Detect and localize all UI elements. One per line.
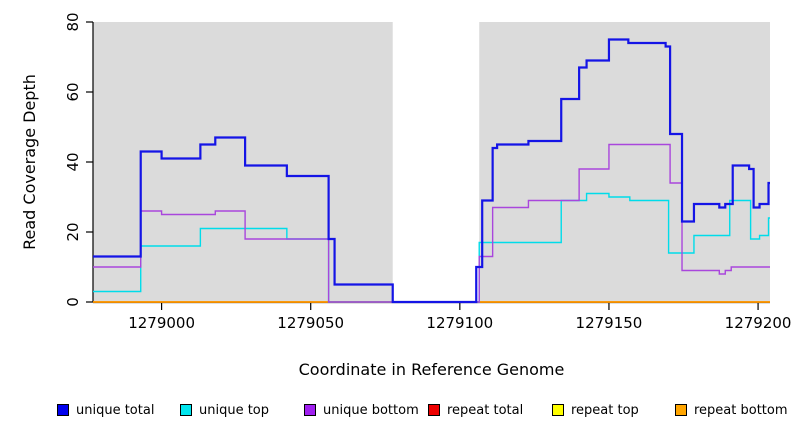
y-tick-label: 20 (64, 222, 82, 241)
legend: unique total unique top unique bottom repea… (0, 401, 792, 425)
series-line-unique-bottom (93, 143, 770, 303)
y-tick-label: 40 (64, 152, 82, 171)
x-tick-label: 1279000 (128, 314, 195, 332)
legend-swatch-unique-total (57, 404, 69, 416)
legend-swatch-unique-top (180, 404, 192, 416)
legend-swatch-unique-bottom (304, 404, 316, 416)
x-tick-label: 1279150 (576, 314, 643, 332)
legend-label: repeat total (447, 402, 524, 418)
series-line-unique-top (93, 192, 770, 303)
legend-label: repeat bottom (694, 402, 788, 418)
legend-label: repeat top (571, 402, 639, 418)
x-tick-label: 1279100 (426, 314, 493, 332)
legend-label: unique top (199, 402, 270, 418)
legend-label: unique bottom (323, 402, 419, 418)
legend-swatch-repeat-top (552, 404, 564, 416)
x-tick-label: 1279050 (277, 314, 344, 332)
y-tick-label: 0 (64, 297, 82, 307)
legend-swatch-repeat-total (428, 404, 440, 416)
series-line-unique-total (93, 38, 770, 304)
y-tick-label: 60 (64, 82, 82, 101)
legend-label: unique total (76, 402, 155, 418)
legend-item-repeat-top: repeat top (552, 401, 639, 419)
legend-item-repeat-total: repeat total (428, 401, 523, 419)
legend-swatch-repeat-bottom (675, 404, 687, 416)
legend-item-unique-total: unique total (57, 401, 154, 419)
x-tick-label: 1279200 (725, 314, 792, 332)
y-tick-label: 80 (64, 12, 82, 31)
masked-region (392, 22, 480, 302)
legend-item-repeat-bottom: repeat bottom (675, 401, 788, 419)
legend-item-unique-bottom: unique bottom (304, 401, 419, 419)
x-axis-title: Coordinate in Reference Genome (298, 360, 565, 379)
y-axis-title: Read Coverage Depth (20, 74, 39, 250)
legend-item-unique-top: unique top (180, 401, 269, 419)
